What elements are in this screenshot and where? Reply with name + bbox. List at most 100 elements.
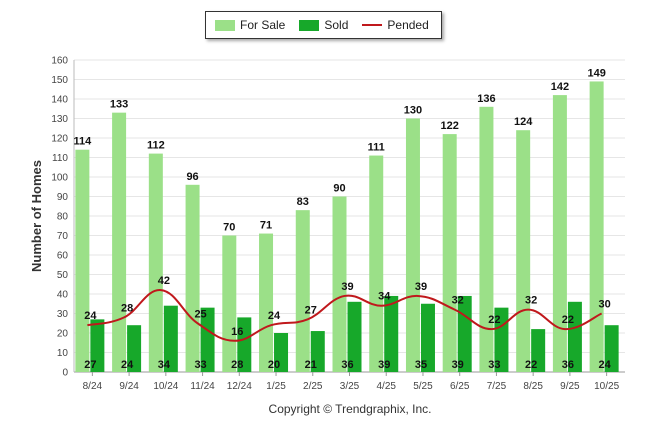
- pended-value-label: 25: [194, 308, 206, 320]
- y-axis-label: Number of Homes: [29, 160, 44, 272]
- pended-value-label: 39: [341, 281, 353, 293]
- sold-value-label: 24: [599, 359, 612, 371]
- pended-value-label: 39: [415, 281, 427, 293]
- for-sale-value-label: 111: [368, 142, 385, 154]
- for-sale-value-label: 112: [147, 140, 165, 152]
- sold-value-label: 39: [378, 359, 390, 371]
- for-sale-value-label: 122: [441, 120, 459, 132]
- x-tick-label: 12/24: [227, 381, 252, 392]
- for-sale-bar: [552, 95, 567, 372]
- pended-value-label: 32: [452, 295, 464, 307]
- sold-value-label: 36: [562, 359, 574, 371]
- y-tick-label: 0: [62, 368, 68, 379]
- line-layer: [87, 289, 603, 342]
- pended-line: [87, 289, 603, 342]
- chart-legend: For Sale Sold Pended: [205, 11, 442, 39]
- for-sale-bar: [516, 130, 531, 372]
- for-sale-bar: [589, 81, 604, 372]
- sold-value-label: 34: [158, 359, 171, 371]
- y-tick-label: 110: [52, 153, 68, 164]
- legend-item-for-sale[interactable]: For Sale: [215, 18, 285, 32]
- y-tick-label: 70: [57, 231, 69, 242]
- sold-value-label: 22: [525, 359, 537, 371]
- x-tick-label: 8/24: [83, 381, 103, 392]
- legend-item-sold[interactable]: Sold: [299, 18, 348, 32]
- for-sale-value-label: 71: [260, 220, 272, 232]
- for-sale-bar: [75, 149, 90, 372]
- x-tick-label: 2/25: [303, 381, 323, 392]
- for-sale-value-label: 114: [73, 136, 92, 148]
- sold-bar: [127, 325, 142, 372]
- grid-layer: [74, 59, 625, 373]
- sold-bar: [567, 301, 582, 372]
- sold-bar: [237, 317, 252, 372]
- for-sale-swatch-icon: [215, 19, 235, 31]
- for-sale-bar: [405, 118, 420, 372]
- pended-value-label: 22: [562, 314, 574, 326]
- sold-bar: [604, 325, 619, 372]
- pended-value-label: 27: [305, 304, 317, 316]
- for-sale-value-label: 83: [297, 196, 309, 208]
- sold-value-label: 21: [305, 359, 317, 371]
- x-tick-label: 1/25: [266, 381, 286, 392]
- sold-bar: [384, 295, 399, 372]
- pended-value-label: 42: [158, 275, 170, 287]
- for-sale-bar: [369, 155, 384, 372]
- for-sale-bar: [442, 134, 457, 372]
- sold-value-label: 33: [488, 359, 500, 371]
- pended-value-label: 28: [121, 302, 133, 314]
- pended-value-label: 22: [488, 314, 500, 326]
- for-sale-bar: [479, 106, 494, 373]
- x-tick-label: 5/25: [413, 381, 433, 392]
- sold-value-label: 39: [452, 359, 464, 371]
- for-sale-value-label: 70: [223, 222, 235, 234]
- sold-swatch-icon: [299, 19, 320, 31]
- legend-item-pended[interactable]: Pended: [362, 18, 429, 32]
- y-tick-label: 40: [57, 290, 69, 301]
- labels-layer: 114 27 133 24 112 34 96 33 70 28 71 20 83 21 90 36 111 39…: [73, 67, 611, 371]
- sold-value-label: 33: [194, 359, 206, 371]
- sold-value-label: 35: [415, 359, 427, 371]
- pended-value-label: 30: [599, 299, 611, 311]
- sold-bar: [420, 303, 435, 372]
- y-tick-label: 60: [57, 251, 69, 262]
- for-sale-value-label: 124: [514, 116, 533, 128]
- x-tick-label: 10/25: [594, 381, 619, 392]
- bars-layer: [75, 81, 619, 373]
- for-sale-value-label: 149: [587, 67, 605, 79]
- y-tick-label: 140: [51, 95, 68, 106]
- legend-label-pended: Pended: [387, 18, 429, 32]
- for-sale-bar: [148, 153, 163, 372]
- y-tick-label: 160: [51, 56, 68, 67]
- for-sale-value-label: 90: [333, 183, 345, 195]
- sold-value-label: 20: [268, 359, 280, 371]
- pended-value-label: 32: [525, 295, 537, 307]
- axis-layer: 0 10 20 30 40 50 60 70 80 90 100 110 120 130 140 150 160…: [51, 56, 619, 393]
- x-tick-label: 8/25: [523, 381, 543, 392]
- x-tick-label: 6/25: [450, 381, 470, 392]
- sold-bar: [90, 319, 105, 372]
- sold-bar: [531, 329, 546, 372]
- sold-value-label: 28: [231, 359, 243, 371]
- for-sale-bar: [332, 196, 347, 372]
- y-tick-label: 50: [57, 270, 69, 281]
- for-sale-bar: [185, 184, 200, 372]
- x-tick-label: 9/25: [560, 381, 580, 392]
- sold-bar: [200, 307, 215, 372]
- x-tick-label: 3/25: [340, 381, 360, 392]
- sold-bar: [274, 333, 289, 372]
- sold-value-label: 24: [121, 359, 134, 371]
- for-sale-bar: [222, 235, 237, 372]
- for-sale-value-label: 96: [186, 171, 198, 183]
- pended-line-icon: [362, 24, 383, 26]
- sold-bar: [310, 331, 325, 372]
- y-tick-label: 20: [57, 329, 69, 340]
- for-sale-bar: [295, 210, 310, 372]
- sold-value-label: 36: [341, 359, 353, 371]
- y-tick-label: 30: [57, 309, 69, 320]
- sold-bar: [347, 301, 362, 372]
- x-tick-label: 9/24: [119, 381, 139, 392]
- y-tick-label: 150: [51, 75, 68, 86]
- pended-value-label: 16: [231, 326, 243, 338]
